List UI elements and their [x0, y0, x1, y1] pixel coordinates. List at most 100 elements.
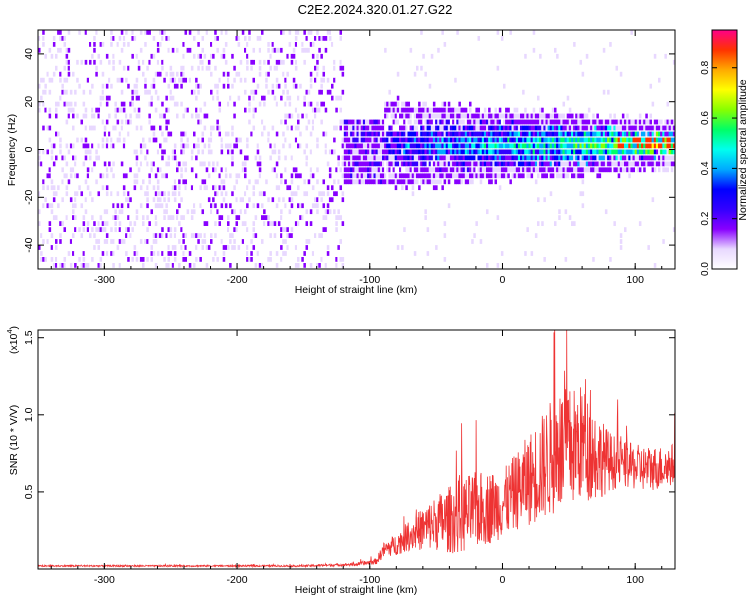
- heatmap-cell: [280, 233, 283, 238]
- heatmap-cell: [541, 131, 544, 137]
- heatmap-cell: [626, 113, 629, 119]
- heatmap-cell: [182, 257, 185, 262]
- heatmap-cell: [426, 155, 430, 161]
- heatmap-cell: [369, 245, 372, 250]
- heatmap-cell: [424, 119, 427, 125]
- heatmap-cell: [154, 107, 158, 113]
- heatmap-cell: [91, 107, 94, 113]
- heatmap-cell: [337, 251, 340, 256]
- heatmap-cell: [216, 245, 219, 250]
- heatmap-cell: [229, 227, 232, 232]
- heatmap-cell: [61, 95, 64, 101]
- heatmap-cell: [558, 125, 561, 131]
- heatmap-cell: [288, 185, 292, 191]
- heatmap-cell: [430, 125, 434, 131]
- heatmap-cell: [65, 251, 69, 256]
- heatmap-cell: [186, 143, 190, 149]
- heatmap-cell: [371, 167, 374, 173]
- heatmap-cell: [486, 263, 489, 268]
- heatmap-cell: [146, 161, 149, 167]
- heatmap-cell: [354, 125, 357, 131]
- heatmap-cell: [148, 185, 151, 191]
- heatmap-cell: [447, 149, 451, 155]
- heatmap-cell: [120, 101, 124, 107]
- heatmap-cell: [46, 71, 50, 77]
- heatmap-cell: [520, 161, 523, 167]
- heatmap-cell: [286, 245, 289, 250]
- heatmap-cell: [214, 191, 217, 197]
- heatmap-cell: [222, 30, 226, 35]
- heatmap-cell: [524, 107, 527, 113]
- heatmap-cell: [399, 113, 402, 119]
- heatmap-cell: [326, 185, 330, 191]
- heatmap-cell: [377, 131, 381, 137]
- heatmap-cell: [142, 263, 145, 268]
- heatmap-cell: [628, 137, 631, 143]
- heatmap-cell: [127, 119, 130, 125]
- heatmap-cell: [473, 113, 476, 119]
- heatmap-cell: [473, 149, 476, 155]
- heatmap-cell: [271, 197, 275, 203]
- heatmap-cell: [252, 47, 256, 53]
- heatmap-cell: [224, 42, 228, 47]
- heatmap-cell: [541, 161, 544, 167]
- heatmap-cell: [579, 119, 583, 125]
- heatmap-cell: [365, 113, 368, 119]
- heatmap-cell: [664, 149, 667, 155]
- heatmap-cell: [411, 179, 415, 185]
- heatmap-cell: [356, 149, 360, 155]
- heatmap-cell: [449, 173, 453, 179]
- heatmap-cell: [655, 155, 659, 161]
- heatmap-cell: [231, 221, 234, 226]
- heatmap-cell: [159, 125, 162, 131]
- heatmap-cell: [129, 203, 132, 209]
- heatmap-cell: [318, 191, 321, 197]
- heatmap-cell: [475, 161, 478, 167]
- heatmap-cell: [564, 149, 568, 155]
- heatmap-cell: [248, 245, 251, 250]
- heatmap-cell: [146, 30, 149, 35]
- heatmap-cell: [105, 101, 109, 107]
- heatmap-cell: [55, 53, 58, 59]
- heatmap-cell: [184, 65, 188, 71]
- heatmap-cell: [167, 245, 171, 250]
- heatmap-cell: [496, 173, 500, 179]
- heatmap-cell: [617, 125, 621, 131]
- heatmap-cell: [343, 131, 347, 137]
- heatmap-cell: [513, 131, 517, 137]
- heatmap-cell: [299, 89, 302, 95]
- heatmap-cell: [511, 161, 515, 167]
- heatmap-cell: [341, 65, 345, 71]
- heatmap-cell: [556, 53, 559, 59]
- heatmap-cell: [443, 107, 447, 113]
- heatmap-cell: [328, 131, 332, 137]
- heatmap-cell: [335, 239, 338, 244]
- heatmap-cell: [214, 83, 217, 89]
- heatmap-cell: [403, 227, 406, 232]
- heatmap-cell: [413, 167, 417, 173]
- heatmap-cell: [212, 83, 215, 89]
- heatmap-cell: [350, 173, 353, 179]
- heatmap-cell: [443, 101, 447, 107]
- heatmap-cell: [384, 173, 387, 179]
- heatmap-cell: [173, 143, 177, 149]
- heatmap-cell: [437, 161, 440, 167]
- heatmap-cell: [271, 83, 275, 89]
- heatmap-cell: [250, 65, 253, 71]
- heatmap-cell: [428, 173, 432, 179]
- heatmap-cell: [150, 59, 154, 65]
- heatmap-cell: [101, 179, 105, 185]
- heatmap-cell: [231, 233, 234, 238]
- heatmap-cell: [72, 215, 75, 220]
- heatmap-cell: [297, 203, 300, 209]
- heatmap-cell: [110, 203, 113, 209]
- heatmap-cell: [284, 203, 287, 209]
- heatmap-cell: [299, 143, 302, 149]
- heatmap-cell: [517, 137, 521, 143]
- heatmap-cell: [186, 239, 190, 244]
- heatmap-cell: [441, 125, 444, 131]
- heatmap-cell: [539, 113, 542, 119]
- heatmap-cell: [534, 137, 538, 143]
- heatmap-cell: [67, 36, 71, 41]
- heatmap-cell: [110, 179, 113, 185]
